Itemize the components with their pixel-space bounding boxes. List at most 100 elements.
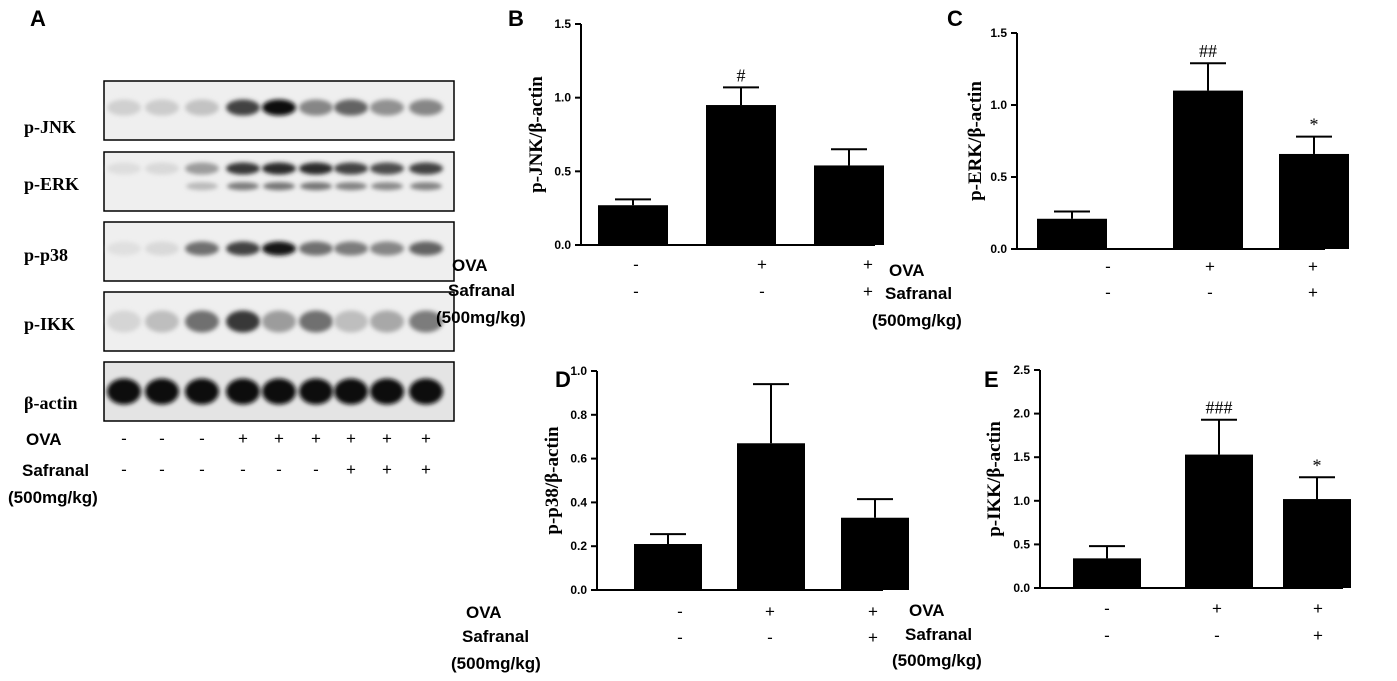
blot-membrane bbox=[103, 151, 455, 212]
blot-treatment-signs: - - - + + + + + + - - - - - - + + + bbox=[121, 429, 431, 479]
blot-band bbox=[185, 162, 219, 175]
blot-band bbox=[145, 378, 179, 405]
blot-ova-sign: + bbox=[274, 429, 284, 448]
panel-letter: B bbox=[508, 6, 524, 31]
blot-band bbox=[262, 310, 296, 333]
blot-row bbox=[103, 291, 455, 352]
blot-band bbox=[299, 162, 333, 175]
y-tick-label: 1.0 bbox=[554, 91, 571, 105]
blot-row bbox=[103, 361, 455, 422]
blot-band bbox=[107, 241, 141, 256]
blot-band bbox=[185, 241, 219, 256]
bar-chart-d: D 0.0 0.2 0.4 0.6 0.8 1.0 p-p38/β-actin OVA Safra… bbox=[451, 364, 909, 673]
ova-sign: - bbox=[1104, 599, 1110, 618]
y-tick-label: 0.0 bbox=[990, 242, 1007, 256]
blot-band bbox=[409, 310, 443, 333]
blot-band bbox=[370, 162, 404, 175]
blot-ova-sign: - bbox=[159, 429, 165, 448]
bar bbox=[841, 517, 909, 590]
y-axis-label: p-ERK/β-actin bbox=[965, 81, 986, 201]
bar bbox=[706, 105, 776, 246]
blot-protein-label: p-JNK bbox=[24, 117, 76, 137]
blot-row bbox=[103, 151, 455, 212]
dose-label: (500mg/kg) bbox=[872, 311, 962, 330]
blot-ova-sign: - bbox=[199, 429, 205, 448]
safranal-sign: - bbox=[1207, 283, 1213, 302]
y-tick-label: 2.5 bbox=[1013, 363, 1030, 377]
blot-band bbox=[185, 310, 219, 333]
blot-safranal-sign: + bbox=[421, 460, 431, 479]
blot-safranal-sign: - bbox=[240, 460, 246, 479]
safranal-sign: + bbox=[868, 628, 878, 647]
ova-label: OVA bbox=[452, 256, 488, 275]
safranal-sign: + bbox=[1308, 283, 1318, 302]
ova-sign: - bbox=[1105, 257, 1111, 276]
blot-band bbox=[226, 162, 260, 175]
y-tick-label: 0.5 bbox=[990, 170, 1007, 184]
safranal-sign: - bbox=[1104, 626, 1110, 645]
blot-ova-sign: + bbox=[311, 429, 321, 448]
safranal-label: Safranal bbox=[462, 627, 529, 646]
y-tick-label: 1.0 bbox=[570, 364, 587, 378]
bar bbox=[1037, 218, 1107, 249]
blot-band-lower bbox=[227, 182, 259, 191]
blot-band-lower bbox=[186, 182, 218, 191]
bar bbox=[1283, 499, 1351, 588]
blot-band bbox=[262, 162, 296, 175]
blot-ova-sign: + bbox=[346, 429, 356, 448]
safranal-sign: - bbox=[633, 282, 639, 301]
bar bbox=[1279, 153, 1349, 249]
blot-ova-sign: - bbox=[121, 429, 127, 448]
blot-safranal-label: Safranal bbox=[22, 461, 89, 480]
y-tick-label: 1.0 bbox=[990, 98, 1007, 112]
ova-sign: - bbox=[633, 255, 639, 274]
ova-sign: + bbox=[1212, 599, 1222, 618]
blot-band-lower bbox=[371, 182, 403, 191]
y-tick-label: 0.0 bbox=[570, 583, 587, 597]
blot-band bbox=[299, 378, 333, 405]
bar bbox=[634, 544, 702, 590]
blot-band-lower bbox=[335, 182, 367, 191]
blot-band bbox=[409, 162, 443, 175]
blot-protein-labels: p-JNK p-ERK p-p38 p-IKK β-actin bbox=[24, 117, 79, 413]
blot-safranal-sign: - bbox=[159, 460, 165, 479]
y-tick-label: 0.5 bbox=[1013, 537, 1030, 551]
blot-band bbox=[409, 378, 443, 405]
dose-label: (500mg/kg) bbox=[436, 308, 526, 327]
blot-band bbox=[299, 99, 333, 116]
blot-band-lower bbox=[300, 182, 332, 191]
blot-band bbox=[145, 310, 179, 333]
blot-row bbox=[103, 221, 455, 282]
safranal-sign: - bbox=[677, 628, 683, 647]
blot-dose-label: (500mg/kg) bbox=[8, 488, 98, 507]
bar bbox=[598, 205, 668, 245]
safranal-label: Safranal bbox=[885, 284, 952, 303]
ova-label: OVA bbox=[889, 261, 925, 280]
y-tick-label: 0.0 bbox=[554, 238, 571, 252]
y-tick-label: 0.8 bbox=[570, 408, 587, 422]
panel-letter: C bbox=[947, 6, 963, 31]
blot-band bbox=[226, 99, 260, 116]
safranal-sign: + bbox=[1313, 626, 1323, 645]
panel-letter-a: A bbox=[30, 6, 46, 31]
bar bbox=[737, 443, 805, 590]
significance-marker: # bbox=[737, 65, 746, 85]
ova-sign: + bbox=[868, 602, 878, 621]
blot-protein-label: β-actin bbox=[24, 393, 77, 413]
ova-sign: - bbox=[677, 602, 683, 621]
blot-band bbox=[334, 99, 368, 116]
y-tick-label: 0.6 bbox=[570, 452, 587, 466]
blot-band-lower bbox=[263, 182, 295, 191]
bar bbox=[814, 165, 884, 245]
bar bbox=[1073, 558, 1141, 588]
ova-label: OVA bbox=[909, 601, 945, 620]
blot-band-lower bbox=[410, 182, 442, 191]
blot-band bbox=[107, 99, 141, 116]
dose-label: (500mg/kg) bbox=[892, 651, 982, 670]
significance-marker: ## bbox=[1199, 41, 1217, 61]
significance-marker: ### bbox=[1206, 398, 1233, 418]
safranal-label: Safranal bbox=[905, 625, 972, 644]
ova-sign: + bbox=[1205, 257, 1215, 276]
